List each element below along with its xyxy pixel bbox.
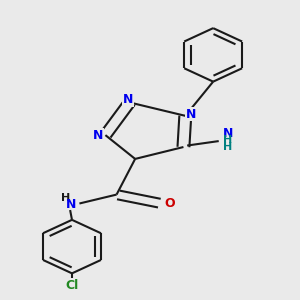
Text: N: N bbox=[122, 93, 133, 106]
Text: H: H bbox=[61, 193, 70, 203]
Text: H: H bbox=[224, 142, 232, 152]
Text: N: N bbox=[223, 127, 233, 140]
Text: H: H bbox=[224, 135, 232, 145]
Text: O: O bbox=[164, 197, 175, 210]
Text: N: N bbox=[66, 199, 76, 212]
Text: N: N bbox=[93, 129, 103, 142]
Text: Cl: Cl bbox=[65, 279, 79, 292]
Text: N: N bbox=[186, 108, 196, 121]
